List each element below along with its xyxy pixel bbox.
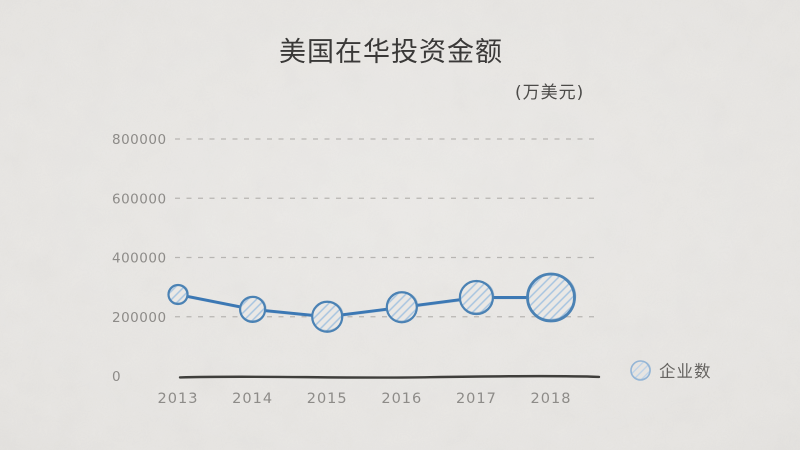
- x-tick-label-2014: 2014: [232, 391, 273, 407]
- y-tick-label-400000: 400000: [112, 251, 167, 267]
- data-point-2016: [385, 291, 419, 324]
- data-point-2014: [239, 295, 267, 323]
- series-line-sketch: [188, 297, 241, 309]
- x-tick-label-2015: 2015: [307, 391, 348, 407]
- y-tick-label-200000: 200000: [112, 310, 167, 326]
- series-line-segment: [186, 295, 241, 309]
- series-line-sketch: [417, 300, 460, 307]
- series-line-segment: [264, 309, 313, 317]
- legend: 企业数: [628, 358, 712, 382]
- x-tick-label-2016: 2016: [381, 391, 422, 407]
- x-axis-line: [178, 374, 601, 379]
- y-tick-label-0: 0: [112, 369, 121, 385]
- data-point-2015: [311, 300, 344, 333]
- y-tick-label-600000: 600000: [112, 191, 167, 207]
- legend-bubble-icon: [630, 360, 652, 381]
- unit-label: (万美元): [515, 83, 585, 103]
- legend-label: 企业数: [659, 362, 712, 381]
- x-tick-label-2013: 2013: [158, 391, 199, 407]
- x-tick-label-2018: 2018: [531, 391, 572, 407]
- series-line-segment: [416, 298, 461, 307]
- series-line-sketch: [342, 310, 387, 317]
- series-line-segment: [341, 307, 388, 317]
- chart-title: 美国在华投资金额: [279, 37, 503, 68]
- y-tick-label-800000: 800000: [112, 132, 167, 148]
- data-point-2018: [526, 272, 577, 323]
- data-point-2017: [458, 279, 495, 316]
- x-tick-label-2017: 2017: [456, 391, 497, 407]
- series-line-sketch: [265, 311, 313, 317]
- data-point-2013: [167, 283, 189, 306]
